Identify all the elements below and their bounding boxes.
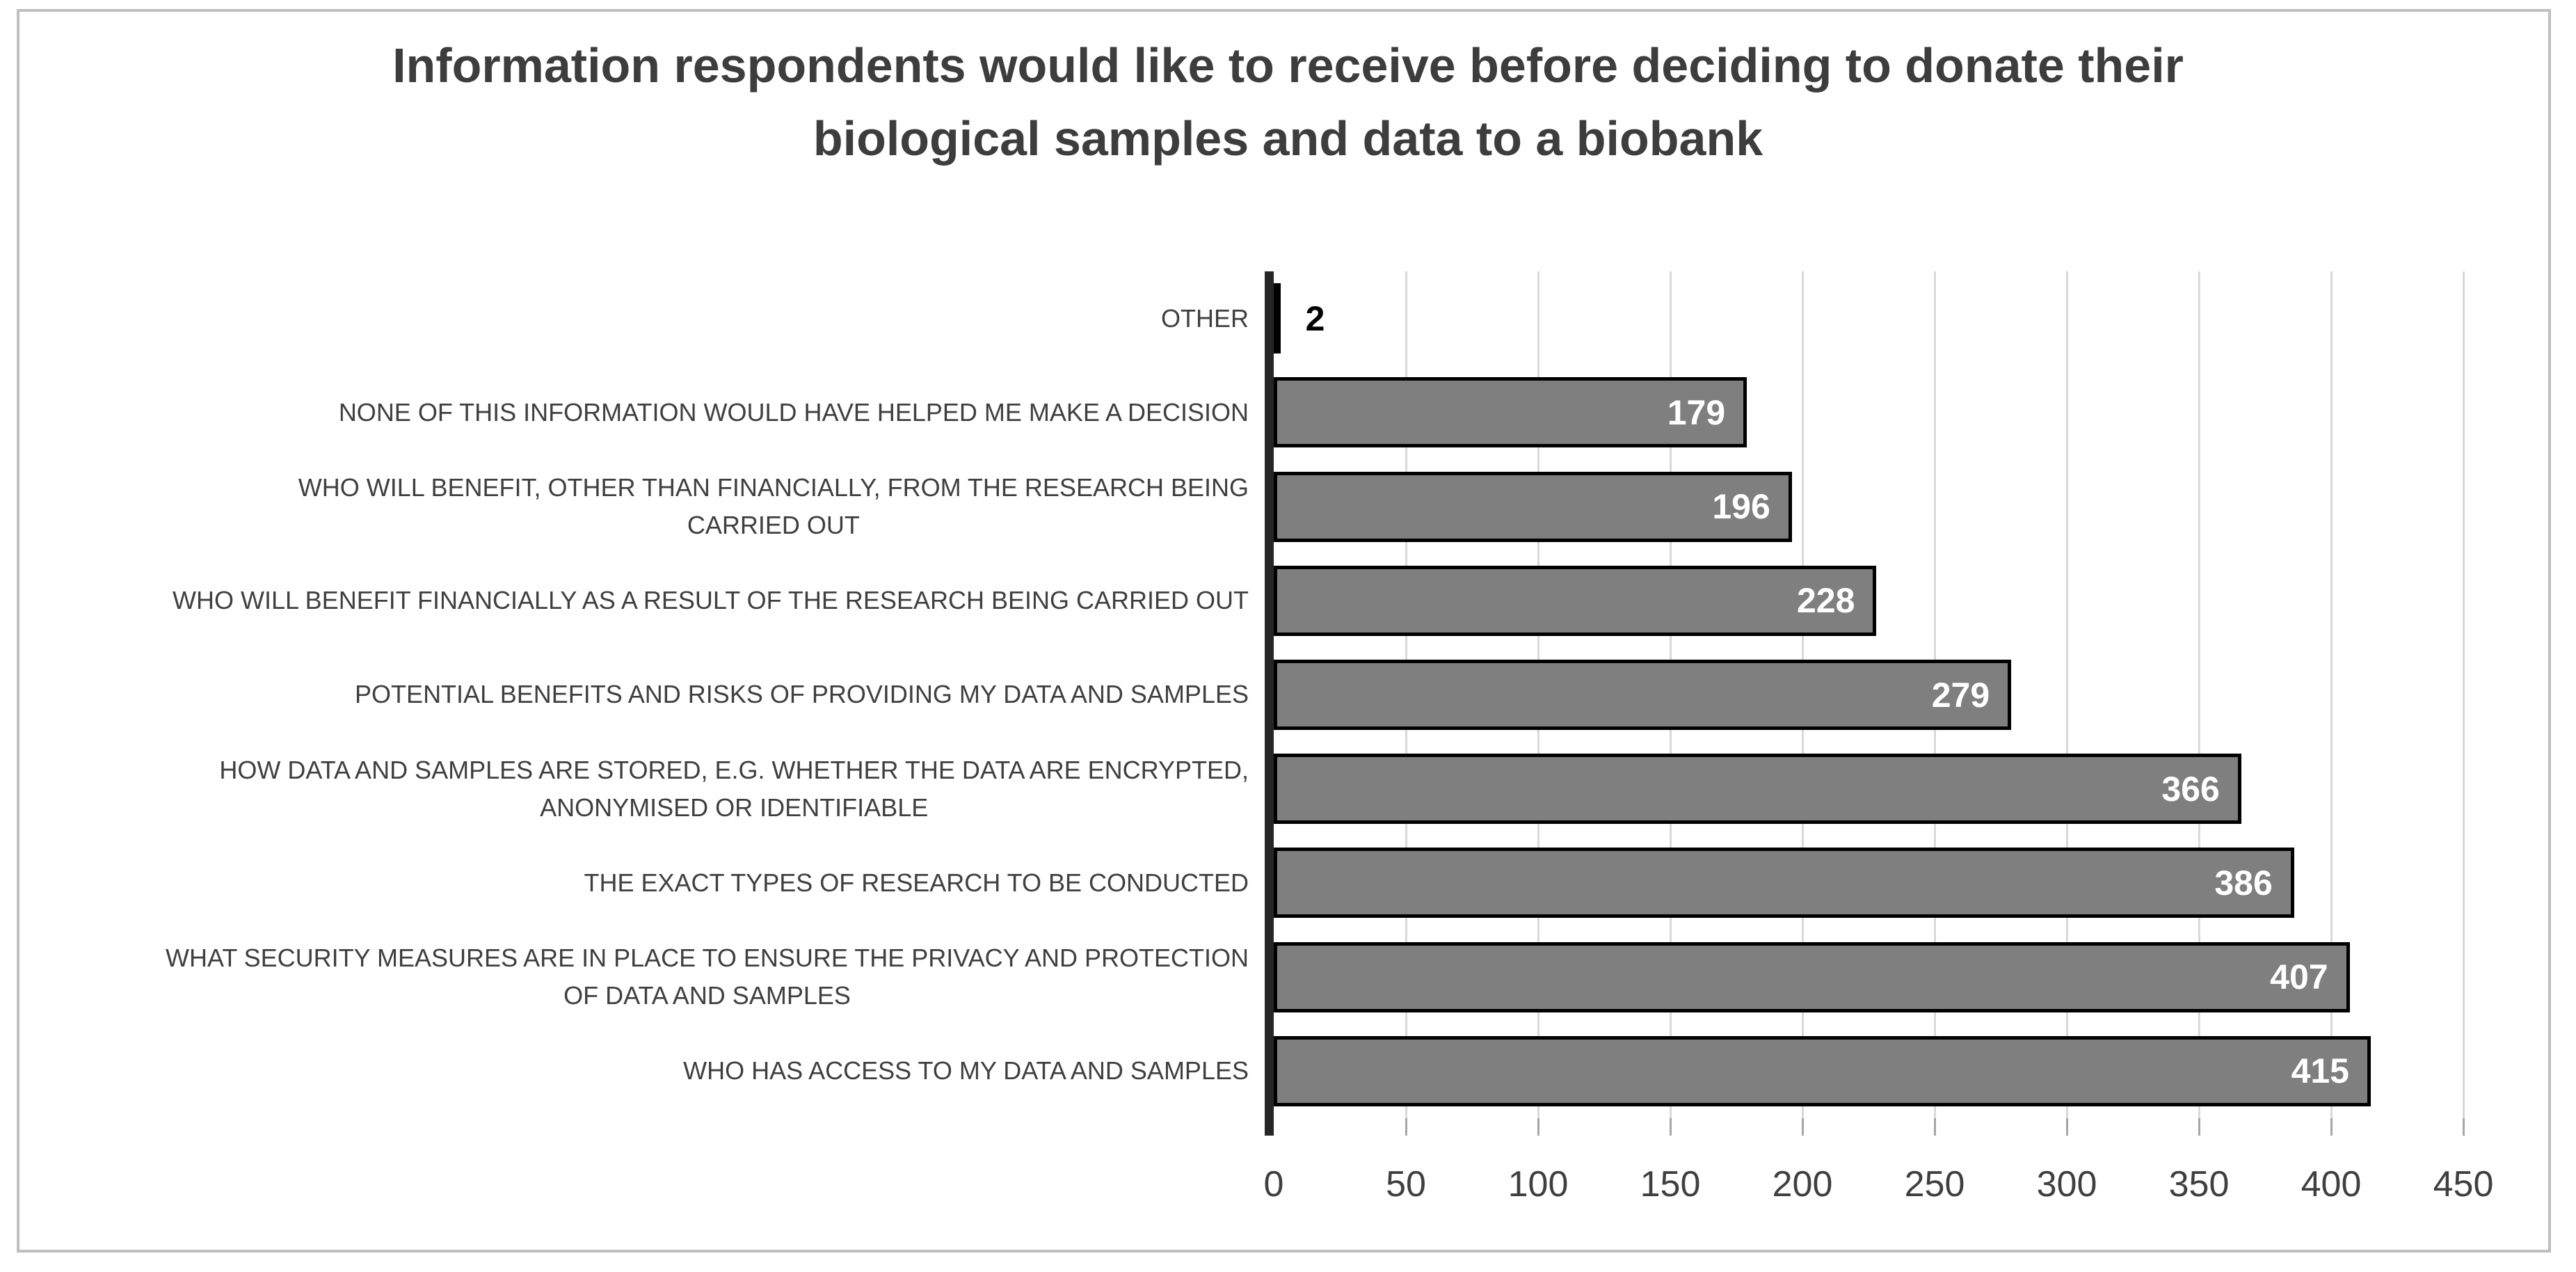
category-label-text: OTHER xyxy=(1161,303,1249,333)
bar xyxy=(1274,283,1281,354)
category-label: HOW DATA AND SAMPLES ARE STORED, E.G. WH… xyxy=(21,742,1249,836)
bar: 407 xyxy=(1274,941,2350,1012)
x-tick-label: 100 xyxy=(1507,1164,1569,1205)
category-label-text: WHO HAS ACCESS TO MY DATA AND SAMPLES xyxy=(683,1056,1249,1086)
category-label-text: THE EXACT TYPES OF RESEARCH TO BE CONDUC… xyxy=(584,868,1249,897)
bar-value-label: 2 xyxy=(1305,299,1325,338)
x-tick-label: 250 xyxy=(1904,1164,1965,1205)
category-label: WHO WILL BENEFIT, OTHER THAN FINANCIALLY… xyxy=(21,459,1249,553)
axis-tick xyxy=(1801,1118,1804,1136)
axis-tick xyxy=(1405,1118,1407,1136)
category-label: WHO WILL BENEFIT FINANCIALLY AS A RESULT… xyxy=(21,554,1249,648)
x-tick-label: 450 xyxy=(2433,1164,2494,1205)
bar-value-label: 279 xyxy=(1931,675,1990,715)
bar-value-label: 415 xyxy=(2291,1051,2349,1091)
category-label: NONE OF THIS INFORMATION WOULD HAVE HELP… xyxy=(21,365,1249,459)
bar: 179 xyxy=(1274,377,1747,448)
axis-tick xyxy=(2330,1118,2333,1136)
gridline xyxy=(2330,271,2333,1118)
bar-value-label: 366 xyxy=(2161,769,2220,809)
category-label-text: WHO WILL BENEFIT, OTHER THAN FINANCIALLY… xyxy=(298,473,1249,540)
bar: 386 xyxy=(1274,848,2294,919)
chart-title-line2: biological samples and data to a biobank xyxy=(813,111,1763,166)
gridline xyxy=(2462,271,2465,1118)
bar-value-label: 407 xyxy=(2270,957,2328,997)
chart-title: Information respondents would like to re… xyxy=(0,29,2576,175)
bar-value-label: 228 xyxy=(1796,581,1855,621)
category-label-text: POTENTIAL BENEFITS AND RISKS OF PROVIDIN… xyxy=(355,680,1249,709)
chart-title-line1: Information respondents would like to re… xyxy=(392,38,2184,93)
bar: 366 xyxy=(1274,754,2241,825)
gridline xyxy=(2065,271,2068,1118)
gridline xyxy=(2198,271,2200,1118)
axis-tick xyxy=(1669,1118,1672,1136)
bar: 228 xyxy=(1274,565,1877,636)
category-label-text: WHO WILL BENEFIT FINANCIALLY AS A RESULT… xyxy=(173,586,1249,615)
bar-value-label: 179 xyxy=(1667,392,1726,432)
category-label-text: WHAT SECURITY MEASURES ARE IN PLACE TO E… xyxy=(166,944,1249,1010)
axis-tick xyxy=(1537,1118,1539,1136)
x-tick-label: 200 xyxy=(1772,1164,1833,1205)
bar-value-label: 196 xyxy=(1712,487,1770,527)
x-tick-label: 400 xyxy=(2301,1164,2362,1205)
category-label: WHAT SECURITY MEASURES ARE IN PLACE TO E… xyxy=(21,930,1249,1024)
x-tick-label: 0 xyxy=(1263,1164,1284,1205)
x-tick-label: 50 xyxy=(1386,1164,1426,1205)
bar: 279 xyxy=(1274,660,2012,730)
category-label: POTENTIAL BENEFITS AND RISKS OF PROVIDIN… xyxy=(21,648,1249,742)
category-label: OTHER xyxy=(21,271,1249,365)
category-label-text: NONE OF THIS INFORMATION WOULD HAVE HELP… xyxy=(338,397,1249,427)
axis-tick xyxy=(1933,1118,1936,1136)
axis-tick xyxy=(2462,1118,2465,1136)
category-label: WHO HAS ACCESS TO MY DATA AND SAMPLES xyxy=(21,1024,1249,1118)
x-tick-label: 150 xyxy=(1640,1164,1701,1205)
axis-tick xyxy=(2065,1118,2068,1136)
category-label-text: HOW DATA AND SAMPLES ARE STORED, E.G. WH… xyxy=(219,755,1249,822)
category-label: THE EXACT TYPES OF RESEARCH TO BE CONDUC… xyxy=(21,836,1249,930)
bar: 196 xyxy=(1274,471,1792,542)
bar: 415 xyxy=(1274,1035,2371,1106)
x-tick-label: 350 xyxy=(2168,1164,2230,1205)
x-tick-label: 300 xyxy=(2036,1164,2097,1205)
value-axis xyxy=(1265,271,1274,1136)
bar-value-label: 386 xyxy=(2214,863,2273,903)
axis-tick xyxy=(2198,1118,2200,1136)
